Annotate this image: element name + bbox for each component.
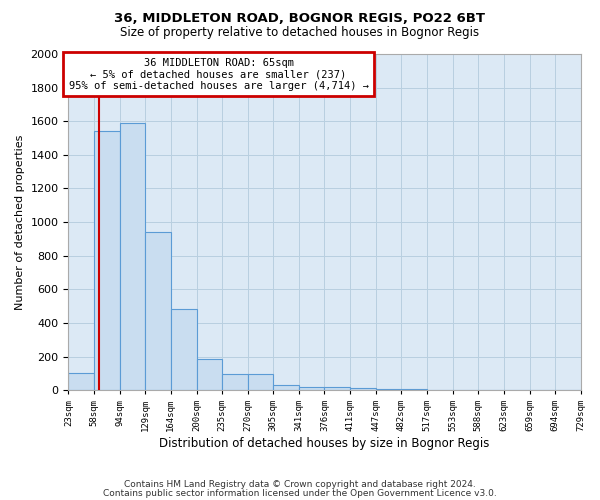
Bar <box>197 359 222 390</box>
Bar <box>299 387 325 390</box>
X-axis label: Distribution of detached houses by size in Bognor Regis: Distribution of detached houses by size … <box>159 437 490 450</box>
Bar <box>325 387 350 390</box>
Text: Size of property relative to detached houses in Bognor Regis: Size of property relative to detached ho… <box>121 26 479 39</box>
Text: Contains HM Land Registry data © Crown copyright and database right 2024.: Contains HM Land Registry data © Crown c… <box>124 480 476 489</box>
Bar <box>68 374 94 390</box>
Text: 36, MIDDLETON ROAD, BOGNOR REGIS, PO22 6BT: 36, MIDDLETON ROAD, BOGNOR REGIS, PO22 6… <box>115 12 485 26</box>
Bar <box>170 310 197 390</box>
Bar <box>376 389 401 390</box>
Bar <box>94 132 120 390</box>
Bar <box>120 123 145 390</box>
Bar <box>145 232 170 390</box>
Bar <box>350 388 376 390</box>
Bar <box>222 374 248 390</box>
Y-axis label: Number of detached properties: Number of detached properties <box>15 134 25 310</box>
Text: Contains public sector information licensed under the Open Government Licence v3: Contains public sector information licen… <box>103 488 497 498</box>
Bar <box>273 385 299 390</box>
Text: 36 MIDDLETON ROAD: 65sqm
← 5% of detached houses are smaller (237)
95% of semi-d: 36 MIDDLETON ROAD: 65sqm ← 5% of detache… <box>68 58 368 91</box>
Bar <box>248 374 273 390</box>
